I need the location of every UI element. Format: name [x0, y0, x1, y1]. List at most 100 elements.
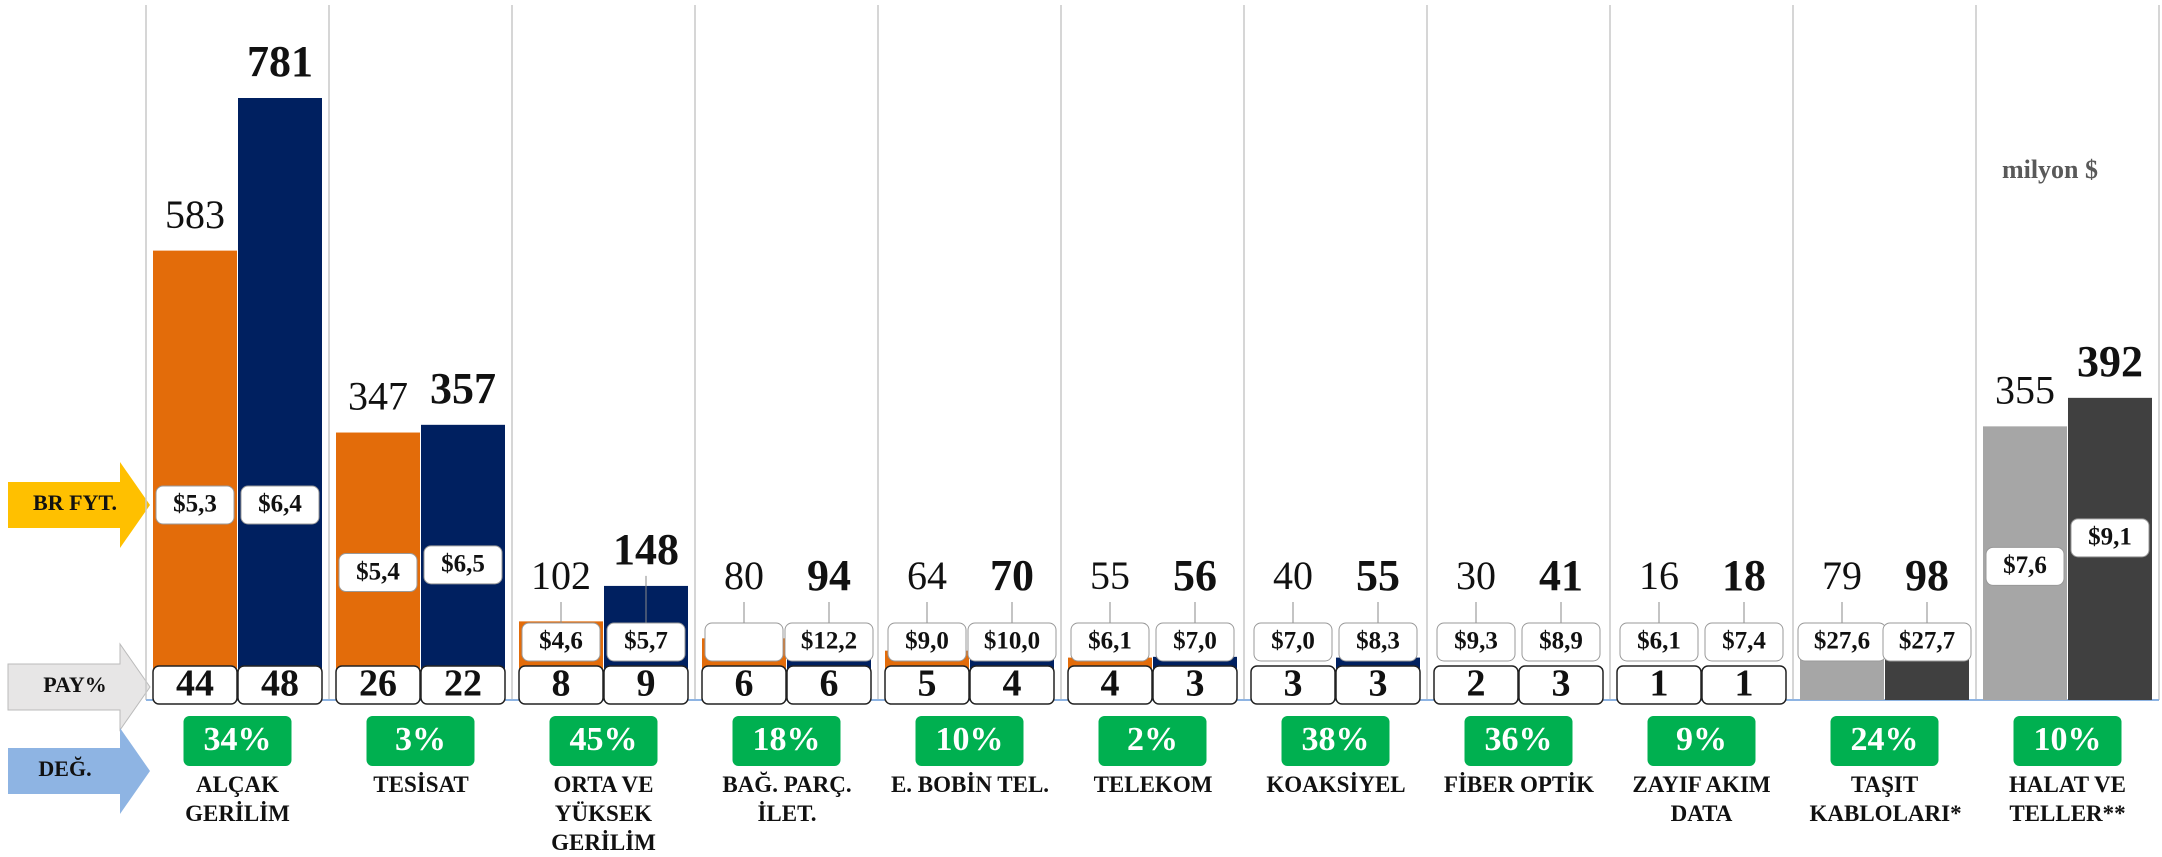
share-label: 26	[359, 663, 397, 705]
change-box	[1830, 716, 1939, 766]
price-label: $7,6	[2003, 552, 2047, 579]
change-label: 10%	[936, 721, 1004, 758]
price-label: $8,9	[1539, 628, 1583, 655]
price-box	[1070, 622, 1150, 662]
price-label: $5,7	[624, 628, 668, 655]
change-label: 10%	[2034, 721, 2102, 758]
category-label: KOAKSİYEL	[1266, 772, 1406, 797]
price-label: $4,6	[539, 628, 583, 655]
value-label: 80	[724, 553, 764, 598]
value-label: 41	[1539, 551, 1583, 600]
value-label: 55	[1356, 551, 1400, 600]
value-label: 355	[1995, 368, 2055, 413]
value-label: 583	[165, 192, 225, 237]
share-label: 9	[637, 663, 656, 705]
price-box	[1338, 622, 1418, 662]
price-box	[521, 622, 601, 662]
change-arrow	[8, 728, 150, 814]
value-label: 56	[1173, 551, 1217, 600]
share-box	[969, 665, 1055, 705]
price-label: $6,1	[1088, 628, 1132, 655]
share-box	[1067, 665, 1153, 705]
value-label: 40	[1273, 553, 1313, 598]
share-box	[420, 665, 506, 705]
share-label: 6	[735, 663, 754, 705]
unit-note: milyon $	[2002, 155, 2098, 184]
category-label: ZAYIF AKIM DATA	[1632, 772, 1771, 826]
share-label: 8	[552, 663, 571, 705]
price-label: $27,6	[1814, 628, 1870, 655]
share-label: 3	[1284, 663, 1303, 705]
category-label: TESİSAT	[373, 772, 469, 797]
price-box	[240, 485, 320, 525]
price-box	[423, 545, 503, 585]
change-label: 36%	[1485, 721, 1553, 758]
bar	[153, 250, 237, 700]
change-box	[2013, 716, 2122, 766]
share-label: 5	[918, 663, 937, 705]
value-label: 98	[1905, 551, 1949, 600]
change-box	[1464, 716, 1573, 766]
value-label: 70	[990, 551, 1034, 600]
change-label: 9%	[1676, 721, 1727, 758]
price-box	[1521, 622, 1601, 662]
price-box	[967, 622, 1057, 662]
change-label: 45%	[570, 721, 638, 758]
share-label: 44	[176, 663, 214, 705]
share-box	[1616, 665, 1702, 705]
price-row-label: BR FYT.	[33, 490, 117, 515]
value-label: 148	[613, 525, 679, 574]
price-label: $6,1	[1637, 628, 1681, 655]
share-label: 1	[1650, 663, 1669, 705]
share-label: 6	[820, 663, 839, 705]
share-label: 3	[1552, 663, 1571, 705]
category-label: HALAT VE TELLER**	[2009, 772, 2126, 826]
share-box	[152, 665, 238, 705]
share-box	[701, 665, 787, 705]
change-box	[915, 716, 1024, 766]
share-box	[237, 665, 323, 705]
price-label: $5,4	[356, 558, 400, 585]
change-label: 24%	[1851, 721, 1919, 758]
value-label: 18	[1722, 551, 1766, 600]
value-label: 64	[907, 553, 947, 598]
price-label: $6,4	[258, 491, 302, 518]
change-row-label: DEĞ.	[38, 756, 91, 781]
share-box	[603, 665, 689, 705]
category-label: FİBER OPTİK	[1443, 772, 1595, 797]
price-label: $8,3	[1356, 628, 1400, 655]
value-label: 16	[1639, 553, 1679, 598]
change-label: 2%	[1127, 721, 1178, 758]
share-box	[884, 665, 970, 705]
value-label: 357	[430, 364, 496, 413]
price-box	[338, 553, 418, 593]
price-box	[2070, 518, 2150, 558]
share-label: 3	[1369, 663, 1388, 705]
change-box	[183, 716, 292, 766]
price-label: $7,0	[1173, 628, 1217, 655]
value-label: 55	[1090, 553, 1130, 598]
share-box	[1335, 665, 1421, 705]
price-box	[887, 622, 967, 662]
share-box	[1250, 665, 1336, 705]
price-box	[1436, 622, 1516, 662]
change-box	[1281, 716, 1390, 766]
share-label: 3	[1186, 663, 1205, 705]
bar	[238, 98, 322, 700]
change-label: 38%	[1302, 721, 1370, 758]
share-label: 22	[444, 663, 482, 705]
value-label: 347	[348, 374, 408, 419]
price-label: $9,3	[1454, 628, 1498, 655]
share-arrow	[7, 642, 151, 732]
category-label: TAŞIT KABLOLARI*	[1809, 772, 1962, 826]
change-box	[549, 716, 658, 766]
value-label: 102	[531, 553, 591, 598]
category-label: TELEKOM	[1093, 772, 1213, 797]
price-label: $9,1	[2088, 524, 2132, 551]
price-box	[1985, 546, 2065, 586]
category-label: E. BOBİN TEL.	[890, 772, 1050, 797]
price-box	[155, 485, 235, 525]
price-box	[606, 622, 686, 662]
category-label: ORTA VE YÜKSEK GERİLİM	[551, 772, 656, 855]
